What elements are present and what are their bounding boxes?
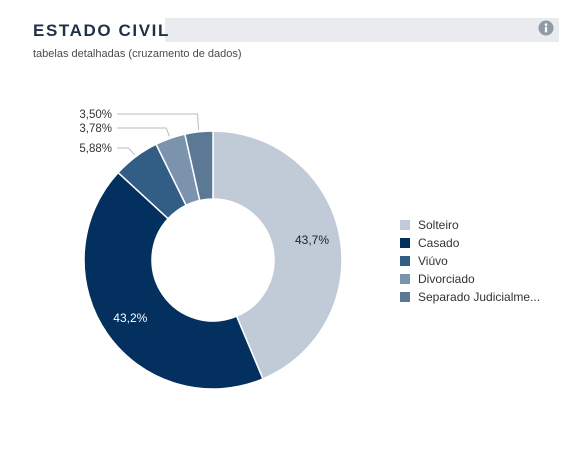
legend-label: Separado Judicialme... [418,290,541,304]
legend-label: Solteiro [418,218,459,232]
legend-swatch [400,292,410,302]
info-icon[interactable] [538,20,554,36]
slice-label-4: 3,50% [79,109,112,121]
legend-item-0[interactable]: Solteiro [400,216,540,234]
page-title: ESTADO CIVIL [33,21,170,40]
slice-connector-3 [117,127,170,137]
legend-swatch [400,220,410,230]
legend-item-1[interactable]: Casado [400,234,540,252]
donut-slice-1[interactable] [83,171,264,390]
legend-label: Viúvo [418,254,448,268]
slice-label-0: 43,7% [295,233,329,247]
legend-swatch [400,256,410,266]
slice-label-1: 43,2% [113,311,147,325]
legend-item-4[interactable]: Separado Judicialme... [400,288,540,306]
header-bar [165,18,559,42]
legend-item-2[interactable]: Viúvo [400,252,540,270]
page-subtitle[interactable]: tabelas detalhadas (cruzamento de dados) [33,48,242,60]
legend-swatch [400,238,410,248]
legend-swatch [400,274,410,284]
slice-connector-2 [117,147,135,156]
donut-slice-0[interactable] [212,130,343,380]
slice-label-2: 5,88% [79,143,112,155]
legend-item-3[interactable]: Divorciado [400,270,540,288]
legend-label: Casado [418,236,460,250]
chart-legend: Solteiro Casado Viúvo Divorciado Separado Ju… [400,216,540,306]
donut-slice-4[interactable] [183,130,214,202]
slice-label-3: 3,78% [79,123,112,135]
slice-connector-4 [117,113,200,130]
legend-label: Divorciado [418,272,475,286]
